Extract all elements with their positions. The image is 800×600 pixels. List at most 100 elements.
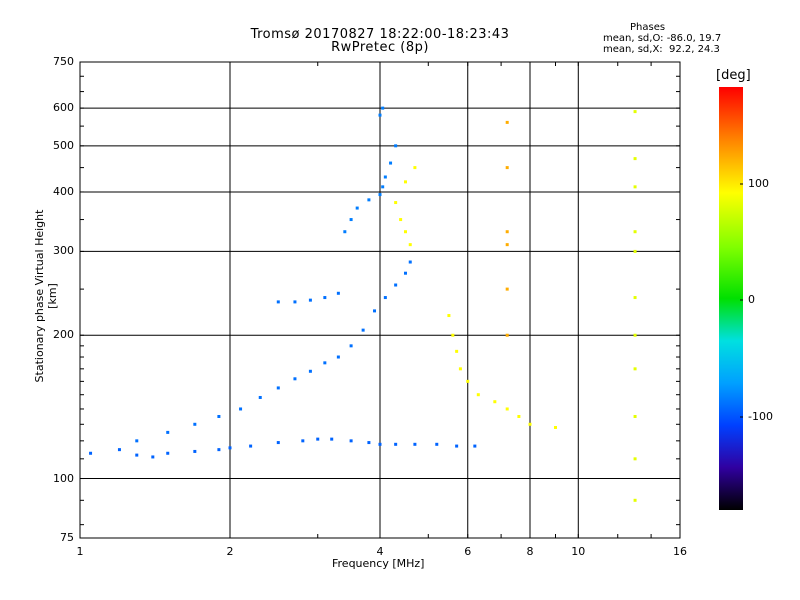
chart-subtitle: RwPretec (8p) (331, 40, 429, 55)
echo-point (403, 271, 407, 275)
echo-point (383, 175, 387, 179)
echo-point (383, 296, 387, 300)
echo-point (505, 333, 509, 337)
echo-point (403, 230, 407, 234)
echo-point (381, 185, 385, 189)
echo-point (394, 201, 398, 205)
echo-point (633, 110, 637, 114)
x-tick-label: 8 (526, 545, 534, 558)
x-tick-label: 2 (226, 545, 234, 558)
echo-point (451, 333, 455, 337)
echo-point (239, 407, 243, 411)
x-tick-label: 4 (376, 545, 384, 558)
echo-point (413, 166, 417, 170)
echo-point (458, 367, 462, 371)
colorbar-unit: [deg] (716, 68, 751, 83)
echo-point (217, 448, 221, 452)
echo-point (505, 230, 509, 234)
echo-point (293, 300, 297, 304)
echo-point (135, 439, 139, 443)
echo-point (323, 296, 327, 300)
echo-point (135, 453, 139, 457)
echo-point (447, 314, 451, 318)
echo-point (276, 300, 280, 304)
echo-point (276, 386, 280, 390)
x-tick-label: 16 (673, 545, 687, 558)
echo-point (633, 457, 637, 461)
echo-point (367, 198, 371, 202)
echo-point (413, 442, 417, 446)
echo-point (633, 367, 637, 371)
echo-point (505, 120, 509, 124)
echo-point (336, 291, 340, 295)
colorbar-label-100: 100 (748, 177, 769, 190)
echo-point (367, 441, 371, 445)
y-tick-label: 400 (53, 184, 74, 198)
echo-point (381, 106, 385, 110)
echo-point (505, 243, 509, 247)
echo-point (466, 379, 470, 383)
echo-point (408, 243, 412, 247)
echo-point (473, 444, 477, 448)
chart-title: Tromsø 20170827 18:22:00-18:23:43 (250, 27, 510, 42)
echo-point (323, 361, 327, 365)
echo-point (378, 113, 382, 117)
echo-point (373, 309, 377, 313)
echo-point (633, 230, 637, 234)
echo-point (633, 498, 637, 502)
echo-point (293, 377, 297, 381)
colorbar-label-0: 0 (748, 293, 755, 306)
echo-point (355, 206, 359, 210)
echo-point (517, 414, 521, 418)
echo-point (117, 448, 121, 452)
echo-point (217, 414, 221, 418)
echo-point (493, 400, 497, 404)
echo-point (528, 422, 532, 426)
echo-point (378, 442, 382, 446)
echo-point (394, 144, 398, 148)
echo-point (228, 446, 232, 450)
echo-point (408, 260, 412, 264)
echo-point (361, 328, 365, 332)
echo-point (633, 157, 637, 161)
echo-point (633, 296, 637, 300)
y-tick-label: 75 (60, 531, 74, 544)
echo-point (505, 166, 509, 170)
echo-point (505, 407, 509, 411)
echo-point (633, 249, 637, 253)
echo-point (89, 451, 93, 455)
echo-point (166, 430, 170, 434)
echo-point (633, 414, 637, 418)
y-tick-label: 200 (53, 328, 74, 342)
phase-stats-heading: Phases (630, 22, 666, 33)
echo-point (399, 218, 403, 222)
echo-point (435, 442, 439, 446)
echo-point (258, 395, 262, 399)
x-tick-label: 6 (464, 545, 472, 558)
y-tick-label: 300 (53, 244, 74, 258)
x-axis-label: Frequency [MHz] (332, 557, 425, 570)
echo-point (336, 355, 340, 359)
y-tick-label: 500 (53, 138, 74, 152)
echo-point (403, 180, 407, 184)
grid-lines (80, 62, 680, 538)
colorbar-label-minus100: -100 (748, 410, 773, 423)
tick-marks (79, 61, 681, 538)
echo-point (455, 349, 459, 353)
echo-point (455, 444, 459, 448)
echo-point (394, 442, 398, 446)
y-tick-label: 600 (53, 101, 74, 115)
echo-point (476, 393, 480, 397)
x-tick-label: 10 (571, 545, 586, 558)
x-tick-label: 1 (76, 545, 84, 558)
y-axis-label: Stationary phase Virtual Height [km] (33, 209, 59, 383)
echo-point (553, 425, 557, 429)
echo-point (276, 441, 280, 445)
echo-point (633, 185, 637, 189)
echo-point (308, 298, 312, 302)
phase-stats-o: mean, sd,O: -86.0, 19.7 (603, 33, 722, 44)
y-tick-label: 750 (53, 55, 74, 68)
echo-points (89, 106, 637, 502)
phase-stats-x: mean, sd,X: 92.2, 24.3 (603, 44, 720, 55)
